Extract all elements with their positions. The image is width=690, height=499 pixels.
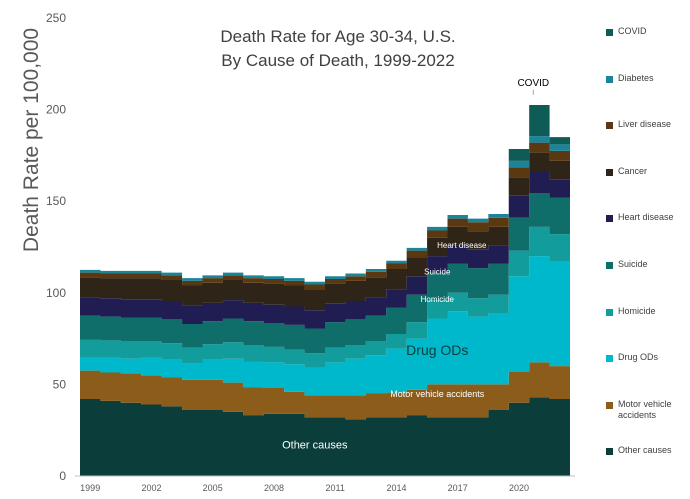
legend-item-motor-vehicle-accidents: Motor vehicle accidents bbox=[606, 399, 690, 421]
legend-label: Heart disease bbox=[618, 212, 674, 223]
y-tick-label: 50 bbox=[53, 377, 67, 391]
annotation-other-causes: Other causes bbox=[282, 440, 348, 452]
legend-swatch bbox=[606, 448, 613, 456]
legend-item-suicide: Suicide bbox=[606, 259, 690, 270]
chart-legend: COVID Diabetes Liver disease Cancer Heart di… bbox=[606, 0, 690, 499]
legend-swatch bbox=[606, 355, 613, 363]
series-area-heart-disease bbox=[80, 170, 570, 329]
x-tick-label: 2017 bbox=[448, 483, 468, 493]
series-area-homicide bbox=[80, 226, 570, 368]
legend-swatch bbox=[606, 75, 613, 83]
legend-item-drug-ods: Drug ODs bbox=[606, 352, 690, 363]
legend-label: Motor vehicle accidents bbox=[618, 398, 672, 420]
y-axis-ticks: 0 50 100 150 200 250 bbox=[46, 11, 66, 483]
legend-item-homicide: Homicide bbox=[606, 306, 690, 317]
legend-item-liver-disease: Liver disease bbox=[606, 119, 690, 130]
legend-label: Suicide bbox=[618, 259, 648, 269]
legend-label: COVID bbox=[618, 26, 647, 36]
y-tick-label: 0 bbox=[59, 469, 66, 483]
chart-annotations: Other causes Motor vehicle accidents Drug … bbox=[282, 78, 549, 452]
series-area-cancer bbox=[80, 152, 570, 311]
x-tick-label: 1999 bbox=[80, 483, 100, 493]
annotation-heart-disease: Heart disease bbox=[437, 241, 487, 250]
chart-subtitle: By Cause of Death, 1999-2022 bbox=[221, 51, 454, 70]
legend-swatch bbox=[606, 308, 613, 316]
legend-swatch bbox=[606, 262, 613, 269]
series-area-suicide bbox=[80, 192, 570, 354]
legend-swatch bbox=[606, 122, 613, 130]
legend-item-heart-disease: Heart disease bbox=[606, 212, 690, 223]
series-area-liver-disease bbox=[80, 142, 570, 290]
legend-label: Other causes bbox=[618, 445, 672, 456]
legend-label: Drug ODs bbox=[618, 352, 659, 363]
x-tick-label: 2002 bbox=[141, 483, 161, 493]
y-tick-label: 150 bbox=[46, 194, 66, 208]
legend-label: Diabetes bbox=[618, 72, 654, 83]
legend-swatch bbox=[606, 215, 613, 223]
series-area-other-causes bbox=[80, 397, 570, 476]
annotation-drug-ods: Drug ODs bbox=[406, 342, 468, 358]
y-tick-label: 250 bbox=[46, 11, 66, 25]
legend-item-cancer: Cancer bbox=[606, 166, 690, 177]
legend-swatch bbox=[606, 168, 613, 176]
legend-item-other-causes: Other causes bbox=[606, 445, 690, 456]
legend-label: Liver disease bbox=[618, 119, 672, 130]
legend-label: Homicide bbox=[618, 305, 656, 316]
annotation-covid: COVID bbox=[517, 78, 549, 89]
annotation-homicide: Homicide bbox=[421, 295, 455, 304]
legend-swatch bbox=[606, 401, 613, 409]
legend-item-covid: COVID bbox=[606, 26, 690, 37]
annotation-motor-vehicle-accidents: Motor vehicle accidents bbox=[390, 389, 485, 399]
chart-title: Death Rate for Age 30-34, U.S. bbox=[220, 27, 455, 46]
legend-item-diabetes: Diabetes bbox=[606, 73, 690, 84]
x-tick-label: 2008 bbox=[264, 483, 284, 493]
series-areas bbox=[80, 105, 570, 476]
x-tick-label: 2020 bbox=[509, 483, 529, 493]
y-tick-label: 100 bbox=[46, 286, 66, 300]
x-tick-label: 2014 bbox=[386, 483, 406, 493]
legend-swatch bbox=[606, 29, 613, 36]
y-axis-label: Death Rate per 100,000 bbox=[20, 28, 43, 252]
x-tick-label: 2011 bbox=[326, 483, 345, 493]
x-tick-label: 2005 bbox=[203, 483, 223, 493]
y-tick-label: 200 bbox=[46, 103, 66, 117]
annotation-suicide: Suicide bbox=[424, 268, 451, 277]
legend-label: Cancer bbox=[618, 165, 648, 176]
x-axis-ticks: 1999 2002 2005 2008 2011 2014 2017 2020 bbox=[80, 483, 529, 493]
series-area-motor-vehicle-accidents bbox=[80, 362, 570, 420]
